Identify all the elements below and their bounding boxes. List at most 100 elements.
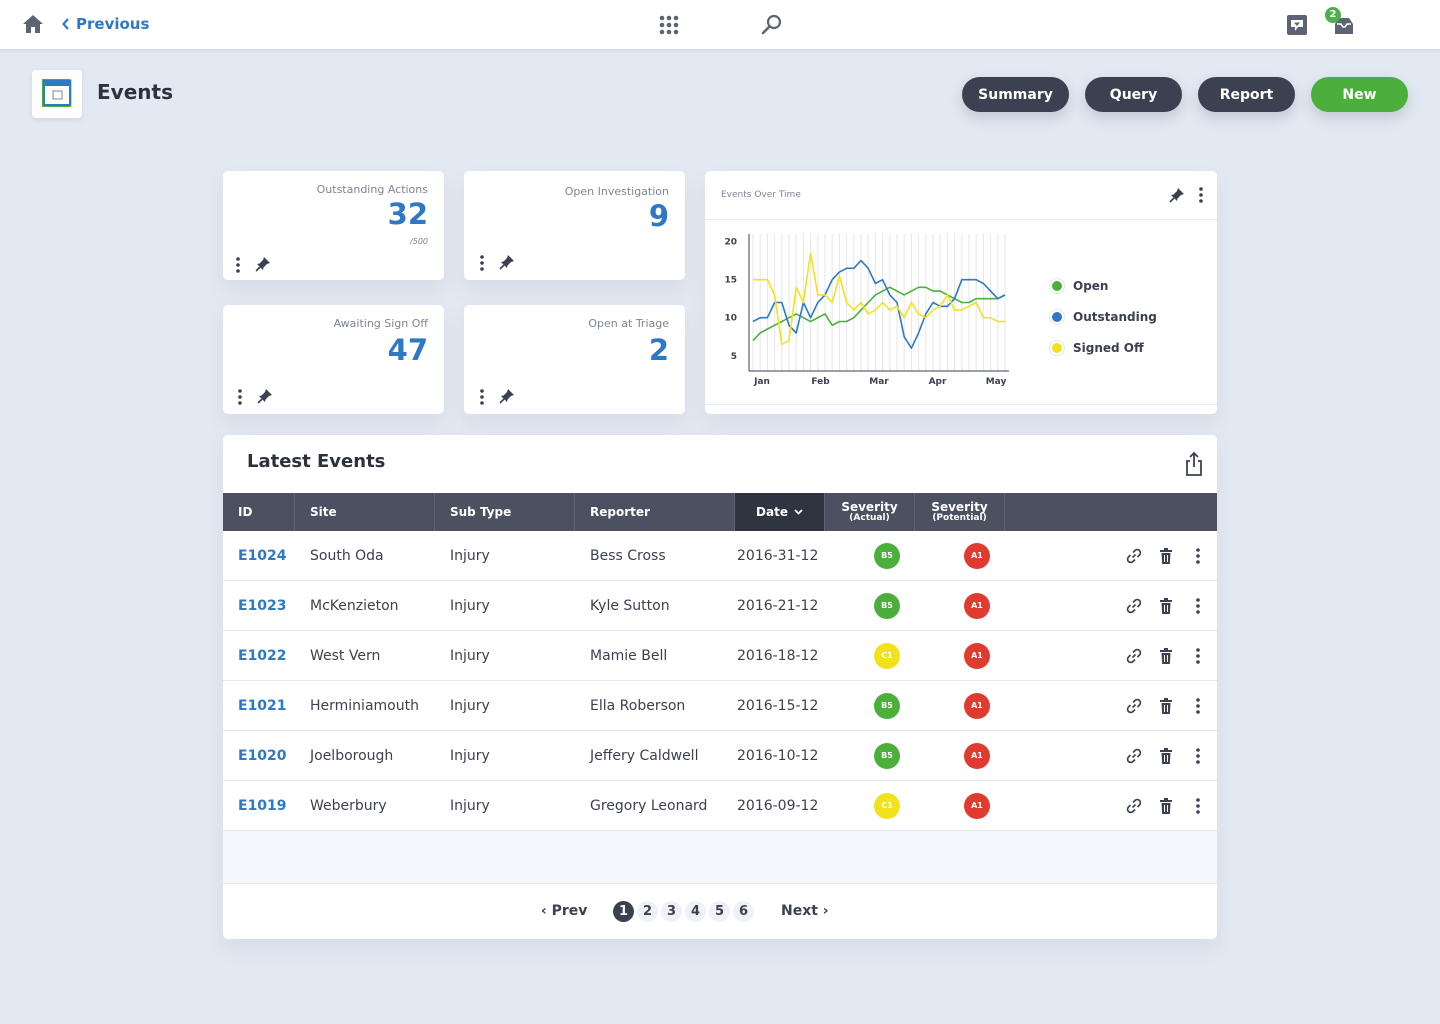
severity-actual-badge: B5	[874, 593, 900, 619]
table-row[interactable]: E1020 Joelborough Injury Jeffery Caldwell 20…	[223, 731, 1217, 781]
link-icon[interactable]	[1125, 747, 1143, 765]
cell-site: West Vern	[310, 648, 381, 664]
stat-card-outstanding-actions: Outstanding Actions 32 /500	[223, 171, 444, 280]
legend-dot	[1050, 309, 1064, 324]
table-row[interactable]: E1021 Herminiamouth Injury Ella Roberson 201…	[223, 681, 1217, 731]
severity-potential-badge: A1	[964, 693, 990, 719]
x-tick-label: May	[986, 377, 1007, 387]
table-row[interactable]: E1024 South Oda Injury Bess Cross 2016-31-12…	[223, 531, 1217, 581]
event-id-link[interactable]: E1022	[238, 648, 287, 664]
trash-icon[interactable]	[1157, 597, 1175, 615]
severity-actual-badge: B5	[874, 743, 900, 769]
more-icon[interactable]	[1196, 186, 1206, 204]
more-icon[interactable]	[1189, 747, 1207, 765]
stat-value: 47	[387, 333, 428, 367]
legend-item-open[interactable]: Open	[1050, 270, 1157, 301]
table-empty-area	[223, 831, 1217, 884]
legend-item-signed-off[interactable]: Signed Off	[1050, 332, 1157, 363]
more-icon[interactable]	[1189, 547, 1207, 565]
cell-date: 2016-21-12	[737, 598, 819, 614]
trash-icon[interactable]	[1157, 547, 1175, 565]
share-export-icon[interactable]	[1184, 451, 1204, 477]
link-icon[interactable]	[1125, 797, 1143, 815]
link-icon[interactable]	[1125, 597, 1143, 615]
page-2[interactable]: 2	[637, 901, 658, 922]
pagination-next[interactable]: Next ›	[781, 903, 829, 919]
table-row[interactable]: E1019 Weberbury Injury Gregory Leonard 2016-…	[223, 781, 1217, 831]
severity-actual-badge: C1	[874, 643, 900, 669]
page-1[interactable]: 1	[613, 901, 634, 922]
event-id-link[interactable]: E1024	[238, 548, 287, 564]
chevron-left-icon	[62, 18, 69, 30]
x-tick-label: Feb	[811, 377, 830, 387]
column-header-severity-label: Severity	[931, 499, 988, 514]
pagination-prev[interactable]: ‹ Prev	[541, 903, 588, 919]
page-3[interactable]: 3	[661, 901, 682, 922]
chart-divider	[705, 219, 1217, 220]
stat-value: 9	[648, 199, 669, 233]
link-icon[interactable]	[1125, 697, 1143, 715]
query-button[interactable]: Query	[1085, 77, 1182, 112]
event-id-link[interactable]: E1023	[238, 598, 287, 614]
column-header-sub-type[interactable]: Sub Type	[435, 493, 575, 531]
trash-icon[interactable]	[1157, 647, 1175, 665]
pin-icon[interactable]	[1169, 187, 1185, 203]
severity-actual-badge: B5	[874, 543, 900, 569]
more-icon[interactable]	[1189, 647, 1207, 665]
link-icon[interactable]	[1125, 647, 1143, 665]
column-header-site[interactable]: Site	[295, 493, 435, 531]
column-header-severity-potential[interactable]: Severity (Potential)	[915, 493, 1005, 531]
search-icon[interactable]	[761, 14, 783, 36]
more-icon[interactable]	[1189, 797, 1207, 815]
page-6[interactable]: 6	[733, 901, 754, 922]
more-icon[interactable]	[477, 254, 487, 272]
legend-item-outstanding[interactable]: Outstanding	[1050, 301, 1157, 332]
column-header-id[interactable]: ID	[223, 493, 295, 531]
pin-icon[interactable]	[255, 256, 271, 272]
chevron-down-icon	[794, 509, 803, 515]
report-button[interactable]: Report	[1198, 77, 1295, 112]
column-header-date[interactable]: Date	[735, 493, 825, 531]
event-id-link[interactable]: E1020	[238, 748, 287, 764]
trash-icon[interactable]	[1157, 797, 1175, 815]
page-4[interactable]: 4	[685, 901, 706, 922]
line-chart: 5 10 15 20 Jan Feb Mar Apr May	[724, 234, 1009, 387]
events-over-time-chart-card: Events Over Time 5 10 15 20 Jan Feb Mar Apr May …	[705, 171, 1217, 414]
severity-potential-badge: A1	[964, 543, 990, 569]
more-icon[interactable]	[1189, 697, 1207, 715]
more-icon[interactable]	[235, 388, 245, 406]
chart-footer-divider	[705, 404, 1217, 405]
table-row[interactable]: E1023 McKenzieton Injury Kyle Sutton 2016-21…	[223, 581, 1217, 631]
more-icon[interactable]	[233, 256, 243, 274]
link-icon[interactable]	[1125, 547, 1143, 565]
more-icon[interactable]	[477, 388, 487, 406]
previous-link[interactable]: Previous	[62, 15, 149, 33]
inbox-icon[interactable]	[1333, 14, 1355, 36]
more-icon[interactable]	[1189, 597, 1207, 615]
page-title: Events	[97, 80, 173, 104]
pin-icon[interactable]	[499, 254, 515, 270]
message-icon[interactable]	[1286, 14, 1308, 36]
page-5[interactable]: 5	[709, 901, 730, 922]
new-button[interactable]: New	[1311, 77, 1408, 112]
trash-icon[interactable]	[1157, 747, 1175, 765]
pagination: ‹ Prev 1 2 3 4 5 6 Next ›	[223, 884, 1217, 939]
cell-date: 2016-10-12	[737, 748, 819, 764]
column-header-date-label: Date	[756, 505, 788, 519]
x-tick-label: Jan	[753, 377, 770, 387]
column-header-reporter[interactable]: Reporter	[575, 493, 735, 531]
pin-icon[interactable]	[499, 388, 515, 404]
event-id-link[interactable]: E1021	[238, 698, 287, 714]
latest-events-card: Latest Events ID Site Sub Type Reporter …	[223, 435, 1217, 939]
trash-icon[interactable]	[1157, 697, 1175, 715]
pin-icon[interactable]	[257, 388, 273, 404]
home-icon[interactable]	[22, 14, 44, 34]
severity-potential-badge: A1	[964, 743, 990, 769]
apps-grid-icon[interactable]	[659, 15, 679, 35]
column-header-severity-actual[interactable]: Severity (Actual)	[825, 493, 915, 531]
table-row[interactable]: E1022 West Vern Injury Mamie Bell 2016-18-12…	[223, 631, 1217, 681]
summary-button[interactable]: Summary	[962, 77, 1069, 112]
cell-reporter: Bess Cross	[590, 548, 666, 564]
event-id-link[interactable]: E1019	[238, 798, 287, 814]
stat-label: Outstanding Actions	[316, 183, 428, 196]
